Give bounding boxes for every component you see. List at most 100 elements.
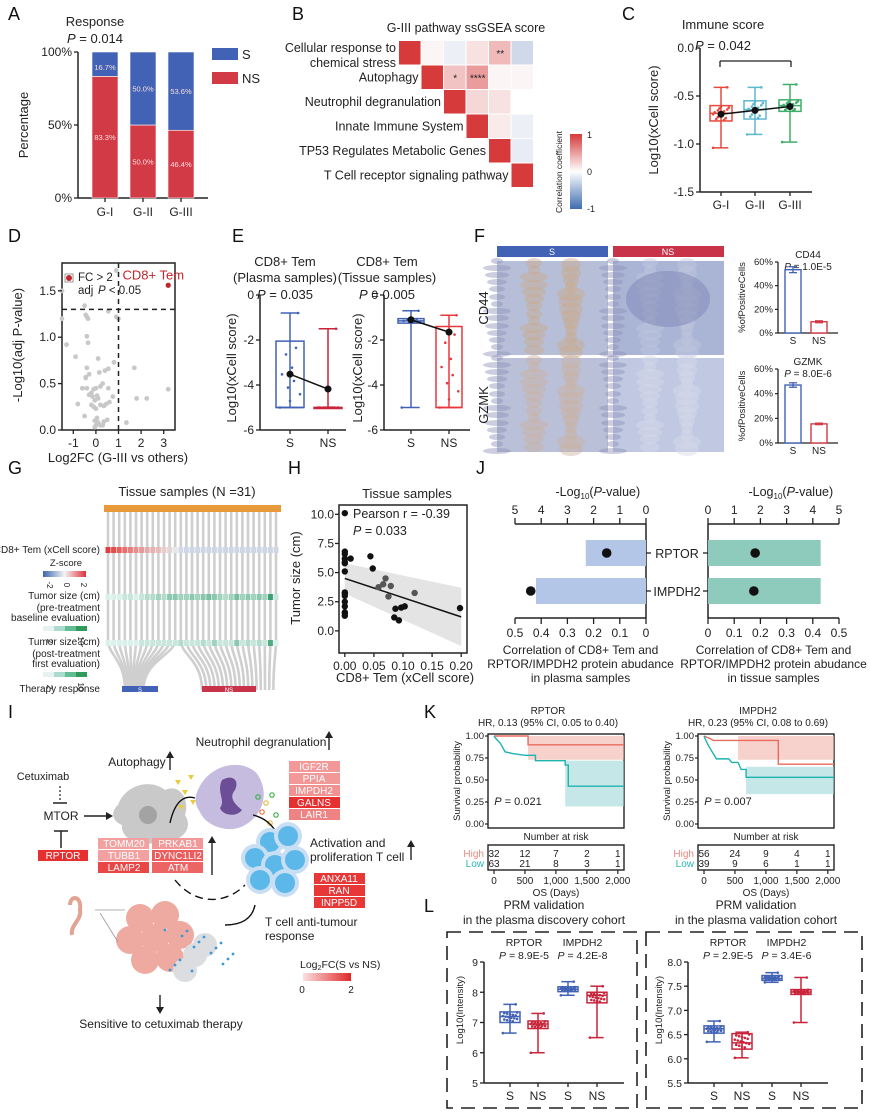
tissue-texture	[601, 412, 625, 418]
chart-title: CD8+ Tem	[356, 254, 418, 269]
y-tick-label: 50%	[48, 118, 72, 132]
tissue-texture	[491, 258, 503, 264]
size-legend-swatch	[43, 626, 54, 631]
cd8-cell	[200, 547, 206, 553]
pre-size-cell	[195, 594, 201, 600]
sample-ribbon	[142, 512, 177, 691]
tissue-texture	[557, 384, 585, 398]
data-point	[709, 1030, 713, 1033]
tissue-texture	[642, 258, 658, 268]
sample-ribbon	[134, 512, 149, 691]
antibody-dot	[192, 945, 196, 949]
data-point	[715, 1031, 719, 1034]
tissue-texture	[520, 369, 548, 379]
tissue-texture	[636, 420, 664, 430]
p-value: P = 0.005	[359, 287, 415, 302]
data-point	[539, 1026, 543, 1030]
post-size-cell	[122, 640, 128, 646]
post-size-cell	[172, 640, 178, 646]
tissue-texture	[565, 377, 577, 391]
post-size-cell	[105, 640, 111, 646]
size-legend-swatch	[76, 626, 87, 631]
x-axis-label: CD8+ Tem (xCell score)	[336, 670, 474, 685]
data-point	[539, 1021, 543, 1025]
p-value: P = 0.007	[704, 796, 751, 808]
data-point	[79, 385, 85, 391]
pre-size-cell	[267, 594, 273, 600]
p-value: P = 2.9E-5	[703, 950, 753, 962]
sample-ribbon	[140, 512, 171, 691]
x-tick-label: 1,000	[753, 876, 778, 887]
x-tick-label: G-II	[133, 205, 153, 219]
data-point	[341, 592, 349, 600]
bar-data-label: 50.0%	[132, 85, 154, 94]
data-point	[588, 1036, 592, 1039]
tissue-texture	[605, 286, 621, 292]
data-point	[455, 313, 458, 317]
y-tick-label: -0.5	[673, 89, 694, 103]
data-point	[100, 422, 106, 428]
tissue-texture	[679, 370, 695, 384]
data-point	[601, 984, 605, 988]
cd8-cell	[139, 547, 145, 553]
bottom-tick-label: 0.1	[726, 626, 743, 640]
y-tick-label: 0.0	[677, 41, 694, 55]
tissue-texture	[524, 442, 544, 452]
data-point	[369, 565, 376, 572]
heatmap-cell	[421, 41, 443, 65]
y-tick-label: -1.0	[673, 137, 694, 151]
data-point	[734, 1043, 738, 1047]
tissue-texture	[489, 383, 505, 389]
data-point	[533, 1020, 537, 1024]
risk-group-low: Low	[676, 859, 695, 870]
cytokine-icon	[259, 809, 265, 815]
x-tick-label: 2	[138, 436, 145, 450]
tumor-cell-icon	[141, 924, 169, 952]
data-point	[86, 371, 92, 377]
top-tick-label: 5	[512, 503, 519, 517]
data-point	[341, 598, 349, 605]
data-point	[753, 100, 757, 104]
gene-box	[289, 773, 340, 784]
data-point	[725, 86, 729, 89]
tissue-texture	[489, 434, 505, 440]
data-point	[64, 342, 69, 348]
gene-label: ANXA11	[320, 874, 358, 885]
x-tick-label: 1,000	[543, 876, 568, 887]
data-point	[447, 398, 451, 401]
data-point	[85, 316, 91, 322]
ihc-image	[483, 355, 608, 456]
tissue-texture	[524, 337, 544, 347]
sample-ribbon	[218, 512, 233, 691]
data-point	[780, 140, 784, 144]
heatmap-cell	[444, 65, 466, 89]
data-point	[718, 107, 721, 110]
data-point	[543, 1024, 547, 1028]
bottom-tick-label: 0.4	[533, 626, 550, 640]
chart-subtitle: (Plasma samples)	[233, 270, 337, 285]
chart-title: GZMK	[794, 357, 823, 368]
data-point	[511, 1020, 515, 1023]
label-cetuximab: Cetuximab	[17, 771, 70, 783]
cd8-cell	[223, 547, 229, 553]
tissue-texture	[675, 399, 699, 413]
tissue-texture	[524, 345, 544, 355]
y-tick-label: 1.00	[466, 731, 485, 742]
data-point	[438, 406, 442, 409]
heatmap-cell	[511, 65, 533, 89]
data-point	[733, 1038, 737, 1041]
data-point	[105, 366, 111, 372]
risk-count: 56	[698, 849, 710, 860]
data-point	[592, 992, 596, 996]
pre-size-cell	[178, 594, 184, 600]
top-tick-label: 0	[643, 503, 650, 517]
pvalue-point	[750, 548, 760, 558]
y-tick-label: 1.5	[39, 284, 56, 298]
legend-label: S	[242, 47, 251, 62]
cd8-cell	[167, 547, 173, 553]
bar-data-label: 53.6%	[170, 87, 192, 96]
x-axis-label: OS (Days)	[533, 888, 580, 899]
data-point	[709, 1025, 713, 1029]
gene-label: RPTOR	[46, 851, 81, 862]
post-size-cell	[127, 640, 133, 646]
